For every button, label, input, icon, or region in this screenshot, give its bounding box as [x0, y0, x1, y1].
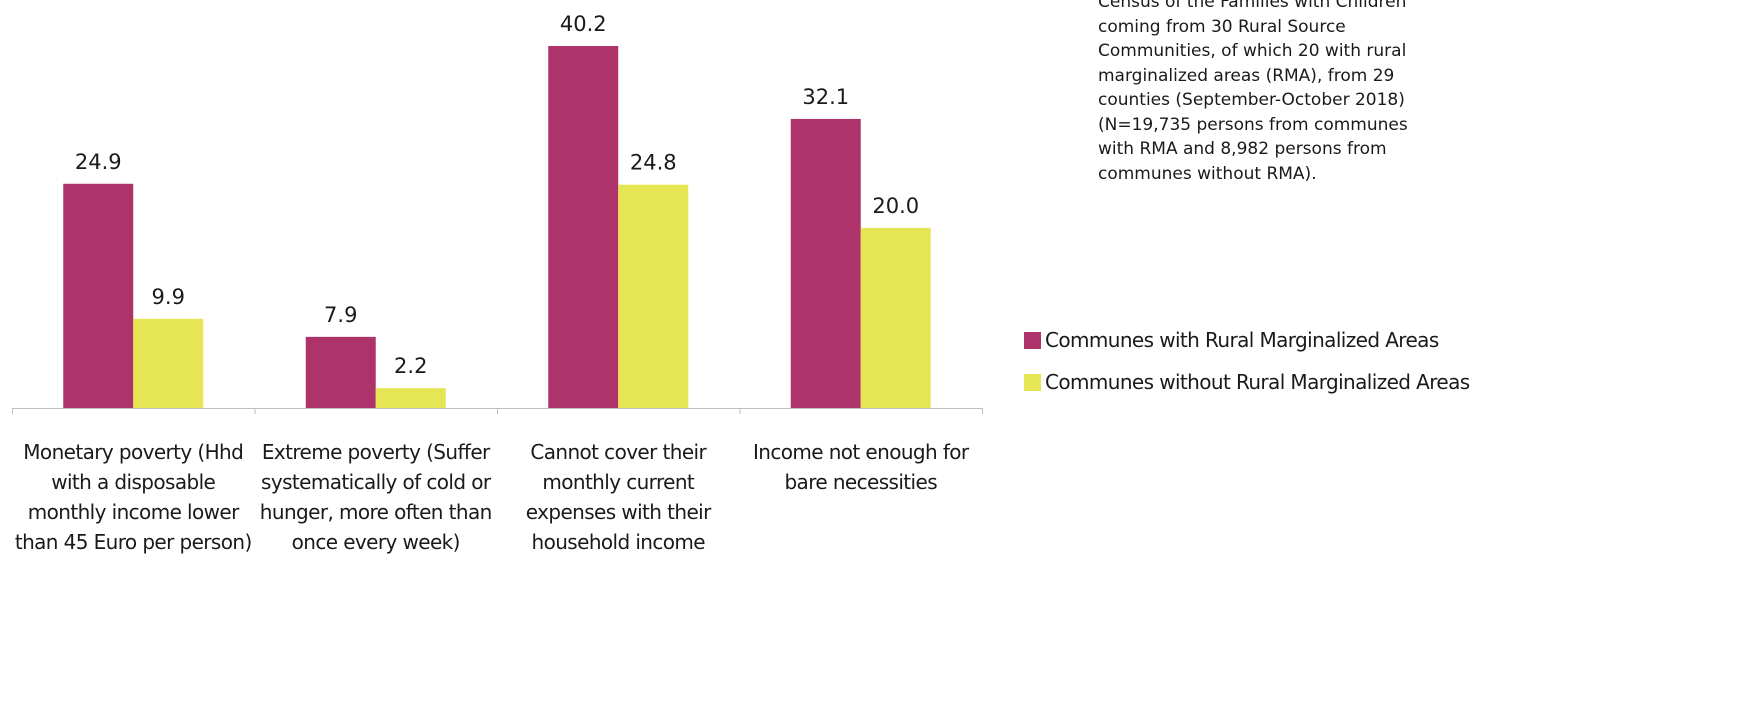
bar-series1-cat2 — [305, 336, 376, 408]
bar-series2-cat3 — [618, 184, 689, 408]
legend-swatch — [1024, 331, 1041, 349]
bars-group — [63, 46, 931, 408]
category-label-4: Income not enough for bare necessities — [752, 440, 969, 494]
source-note: Census of the Families with Children com… — [1098, 0, 1408, 184]
value-label-series1-cat1: 24.9 — [75, 150, 122, 174]
legend-label: Communes without Rural Marginalized Area… — [1045, 370, 1470, 394]
value-labels-group: 24.9 9.9 7.9 2.2 40.2 24.8 32.1 20.0 — [75, 12, 919, 378]
bar-series1-cat1 — [63, 183, 134, 408]
value-label-series2-cat2: 2.2 — [394, 354, 427, 378]
value-label-series1-cat4: 32.1 — [802, 85, 849, 109]
x-axis — [12, 408, 983, 414]
category-label-3: Cannot cover their monthly current expen… — [525, 440, 712, 554]
bar-series2-cat2 — [375, 388, 446, 408]
value-label-series1-cat2: 7.9 — [324, 303, 357, 327]
legend-label: Communes with Rural Marginalized Areas — [1045, 328, 1439, 352]
legend-item-series1: Communes with Rural Marginalized Areas — [1024, 326, 1470, 354]
bar-series2-cat1 — [133, 318, 204, 408]
legend-swatch — [1024, 373, 1041, 391]
bar-series2-cat4 — [860, 227, 931, 408]
category-label-2: Extreme poverty (Suffer systematically o… — [259, 440, 492, 554]
bar-series1-cat3 — [548, 46, 619, 408]
value-label-series2-cat4: 20.0 — [872, 194, 919, 218]
category-label-1: Monetary poverty (Hhd with a disposable … — [14, 440, 252, 554]
value-label-series1-cat3: 40.2 — [560, 12, 607, 36]
bar-chart: 24.9 9.9 7.9 2.2 40.2 24.8 32.1 20.0 — [12, 12, 983, 414]
legend-item-series2: Communes without Rural Marginalized Area… — [1024, 368, 1470, 396]
value-label-series2-cat1: 9.9 — [152, 285, 185, 309]
bar-series1-cat4 — [790, 118, 861, 408]
legend: Communes with Rural Marginalized Areas Co… — [1024, 326, 1470, 410]
value-label-series2-cat3: 24.8 — [630, 151, 677, 175]
